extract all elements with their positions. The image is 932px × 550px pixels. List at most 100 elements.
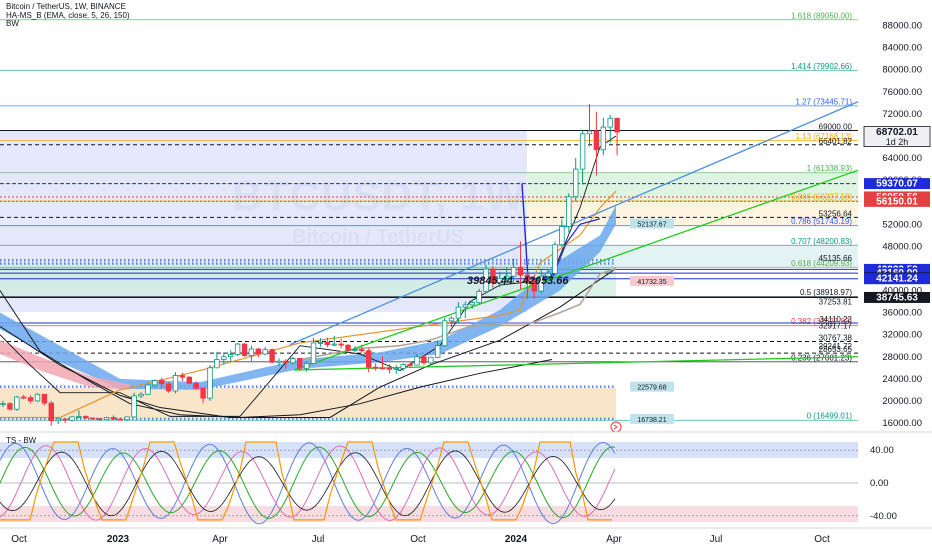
ribbon-pink [0, 340, 130, 390]
candle-body-34 [234, 343, 241, 355]
candle-body-79 [545, 273, 551, 277]
candle-body-59 [407, 364, 413, 366]
y-tick-label-15: 76000.00 [882, 87, 922, 98]
candle-body-44 [303, 362, 310, 369]
trendline-green-flat [293, 356, 859, 371]
price-level-label-9: 28653.65 [819, 345, 853, 354]
candle-body-89 [614, 117, 620, 133]
candle-body-63 [434, 345, 441, 358]
alert-icon [610, 421, 622, 433]
candle-body-15 [103, 417, 110, 421]
price-level-label-4: 37253.81 [819, 298, 853, 307]
candle-body-54 [372, 366, 379, 369]
y-tick-label-5: 36000.00 [882, 308, 922, 319]
candle-body-16 [110, 417, 117, 420]
candle-body-50 [345, 344, 351, 351]
trendline-green-steep [293, 169, 859, 371]
header-symbol[interactable]: Bitcoin / TetherUS, 1W, BINANCE [6, 2, 126, 11]
candle-body-69 [476, 291, 482, 304]
candle-body-46 [317, 342, 324, 344]
y-tick-label-14: 72000.00 [882, 109, 922, 120]
fib-label-7: 0.707 (48200.83) [791, 237, 852, 246]
candle-body-72 [497, 277, 503, 284]
y-tick-label-8: 48000.00 [882, 241, 922, 252]
ma-tan [299, 267, 617, 361]
candle-body-8 [55, 418, 61, 422]
candle-body-5 [34, 393, 41, 402]
y-tick-label-3: 28000.00 [882, 352, 922, 363]
y-tick-label-6: 40000.00 [882, 286, 922, 297]
candle-body-7 [48, 402, 54, 422]
price-level-label-0: 69000.00 [819, 122, 853, 131]
price-level-label-1: 66401.82 [819, 137, 853, 146]
candle-body-68 [469, 302, 475, 306]
candle-body-24 [165, 383, 172, 392]
osc-pink-line [0, 445, 616, 521]
candle-body-37 [255, 348, 261, 355]
candle-body-9 [62, 418, 68, 421]
candle-body-64 [441, 320, 448, 347]
candle-body-47 [324, 342, 330, 346]
candle-body-17 [117, 418, 123, 421]
candle-body-82 [566, 196, 572, 227]
x-tick-label-3: Jul [312, 534, 325, 545]
fib-label-1: 1.414 (79902.66) [791, 62, 852, 71]
candle-body-88 [607, 117, 613, 128]
candle-body-41 [283, 360, 289, 364]
fib-label-3: 1.13 (67168.13) [796, 132, 853, 141]
range-annotation: 39845.44 - 42053.66 [467, 275, 569, 287]
candle-body-71 [490, 268, 496, 284]
spike-line-blue-2 [551, 218, 601, 280]
x-tick-label-2: Apr [212, 534, 228, 545]
boxed-label-bg-2 [630, 381, 674, 392]
fib-label-10: 0.382 (33627.83) [791, 317, 852, 326]
candle-body-58 [400, 364, 406, 369]
header-indicator-2[interactable]: BW [6, 19, 19, 28]
trendline-blue [289, 101, 859, 346]
candle-body-2 [14, 396, 20, 410]
y-tick-label-9: 52000.00 [882, 219, 922, 230]
candle-body-51 [352, 349, 358, 351]
candle-body-20 [138, 393, 144, 397]
candle-body-22 [152, 380, 158, 386]
ma-orange [0, 190, 617, 419]
price-level-label-5: 34110.22 [819, 315, 852, 324]
candle-body-35 [241, 343, 248, 357]
price-tag-bg-0 [863, 126, 931, 147]
candle-body-3 [20, 396, 27, 399]
y-tick-label-17: 84000.00 [882, 43, 922, 54]
candle-body-19 [131, 395, 137, 418]
candle-body-60 [414, 356, 420, 366]
candle-body-25 [172, 375, 179, 392]
osc-tick-label-0: 40.00 [870, 445, 894, 456]
candle-body-38 [262, 349, 268, 355]
x-tick-label-7: Jul [710, 534, 723, 545]
oscillator-name[interactable]: TS - BW [6, 436, 37, 445]
fib-label-8: 0.618 (44209.93) [791, 259, 852, 268]
candle-body-27 [186, 376, 192, 384]
price-level-label-7: 30767.38 [819, 333, 853, 342]
boxed-label-3: 16738.21 [637, 417, 666, 424]
candle-body-29 [200, 387, 206, 399]
candle-body-11 [76, 415, 82, 418]
header-indicator-1[interactable]: HA-MS_B (EMA, close, 5, 26, 150) [6, 11, 130, 20]
osc-tick-label-1: 0.00 [870, 478, 889, 489]
price-level-label-8: 29241.72 [819, 342, 853, 351]
candle-body-76 [524, 274, 531, 282]
candle-body-87 [600, 126, 606, 151]
fib-fill-3 [527, 245, 858, 268]
candle-body-70 [483, 268, 489, 293]
candle-body-45 [310, 342, 317, 364]
price-tag-bg-8 [864, 291, 930, 303]
candle-body-67 [462, 304, 468, 308]
fib-label-2: 1.27 (73445.71) [796, 97, 853, 106]
fib-label-9: 0.5 (38918.97) [800, 288, 852, 297]
price-tag-bg-1 [864, 178, 930, 190]
price-tag-sub-0: 1d 2h [886, 137, 909, 147]
osc-orange-line [0, 441, 612, 521]
candle-body-39 [269, 349, 275, 363]
candle-body-86 [593, 130, 600, 151]
y-tick-label-12: 64000.00 [882, 153, 922, 164]
